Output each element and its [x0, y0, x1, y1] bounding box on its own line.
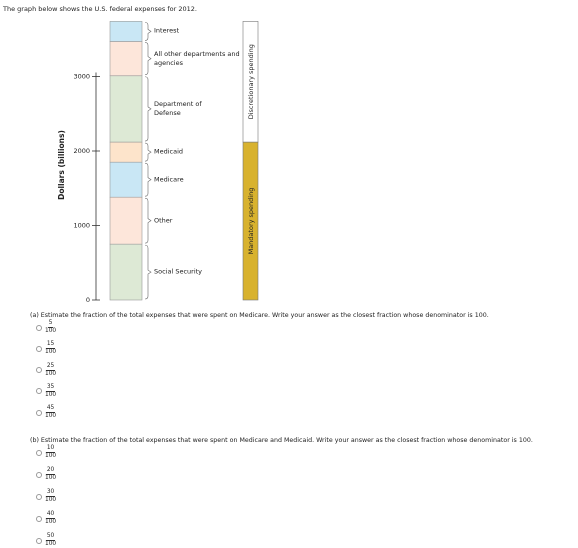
answer-option[interactable]: 10 100: [36, 445, 56, 460]
series-label: Other: [154, 216, 173, 225]
brace: [144, 244, 152, 300]
numerator: 15: [45, 341, 56, 350]
answer-option[interactable]: 20 100: [36, 467, 56, 482]
radio-button[interactable]: [36, 409, 42, 416]
bar-segment: [109, 141, 143, 163]
numerator: 45: [45, 405, 56, 414]
bar-segment: [109, 21, 143, 42]
y-tick-label: 0: [86, 296, 90, 304]
y-tick-label: 2000: [73, 147, 90, 155]
y-tick-label: 1000: [73, 222, 90, 230]
fraction: 30 100: [45, 489, 56, 504]
brace: [144, 22, 152, 41]
answer-option[interactable]: 35 100: [36, 384, 56, 399]
radio-button[interactable]: [36, 367, 42, 374]
numerator: 40: [45, 511, 56, 519]
numerator: 50: [45, 533, 56, 541]
numerator: 10: [45, 445, 56, 453]
radio-button[interactable]: [36, 388, 42, 395]
series-label: Medicare: [154, 175, 184, 184]
denominator: 100: [45, 391, 57, 398]
numerator: 5: [47, 320, 54, 328]
bar-segment: [109, 161, 143, 198]
radio-button[interactable]: [36, 537, 42, 544]
fraction: 45 100: [45, 405, 56, 420]
numerator: 25: [45, 362, 56, 371]
fraction: 35 100: [45, 384, 56, 399]
answer-option[interactable]: 50 100: [36, 533, 56, 548]
answer-option[interactable]: 25 100: [36, 363, 56, 378]
answer-option[interactable]: 30 100: [36, 489, 56, 504]
intro: The graph below shows the U.S. federal e…: [3, 5, 197, 13]
brace: [144, 162, 152, 197]
answer-option[interactable]: 15 100: [36, 341, 56, 356]
y-axis-label: Dollars (billions): [57, 130, 66, 200]
group-label: Mandatory spending: [247, 188, 255, 255]
bar-segment: [109, 196, 143, 245]
answer-option[interactable]: 45 100: [36, 405, 56, 420]
series-label: Medicaid: [154, 147, 184, 156]
denominator: 100: [45, 475, 57, 481]
radio-button[interactable]: [36, 515, 42, 522]
fraction: 50 100: [45, 533, 56, 548]
radio-button[interactable]: [36, 493, 42, 500]
answer-option[interactable]: 40 100: [36, 511, 56, 526]
fraction: 25 100: [45, 363, 56, 378]
brace: [144, 197, 152, 244]
fraction: 5 100: [45, 320, 56, 335]
denominator: 100: [45, 453, 57, 459]
y-tick-label: 3000: [73, 73, 90, 81]
fraction: 15 100: [45, 341, 56, 356]
numerator: 30: [45, 489, 56, 497]
denominator: 100: [45, 497, 57, 503]
denominator: 100: [45, 328, 57, 334]
answer-option[interactable]: 5 100: [36, 320, 56, 335]
denominator: 100: [45, 349, 57, 356]
denominator: 100: [45, 519, 57, 525]
series-label: Department of Defense: [154, 99, 202, 117]
denominator: 100: [45, 370, 57, 377]
numerator: 20: [45, 467, 56, 475]
radio-button[interactable]: [36, 345, 42, 352]
brace: [144, 76, 152, 142]
question-prompt: (b) Estimate the fraction of the total e…: [30, 437, 533, 444]
numerator: 35: [45, 383, 56, 392]
radio-button[interactable]: [36, 324, 42, 331]
fraction: 40 100: [45, 511, 56, 526]
group-label: Discretionary spending: [247, 44, 255, 119]
brace: [144, 42, 152, 76]
question-prompt: (a) Estimate the fraction of the total e…: [30, 312, 489, 319]
bar-segment: [109, 243, 143, 301]
group-bar: [242, 21, 259, 143]
fraction: 20 100: [45, 467, 56, 482]
radio-button[interactable]: [36, 471, 42, 478]
bar-segment: [109, 75, 143, 143]
bar-segment: [109, 41, 143, 77]
brace: [144, 142, 152, 162]
series-label: Social Security: [154, 267, 203, 276]
denominator: 100: [45, 413, 57, 420]
radio-button[interactable]: [36, 449, 42, 456]
denominator: 100: [45, 541, 57, 547]
fraction: 10 100: [45, 445, 56, 460]
series-label: All other departments and agencies: [154, 49, 240, 67]
series-label: Interest: [154, 26, 180, 35]
